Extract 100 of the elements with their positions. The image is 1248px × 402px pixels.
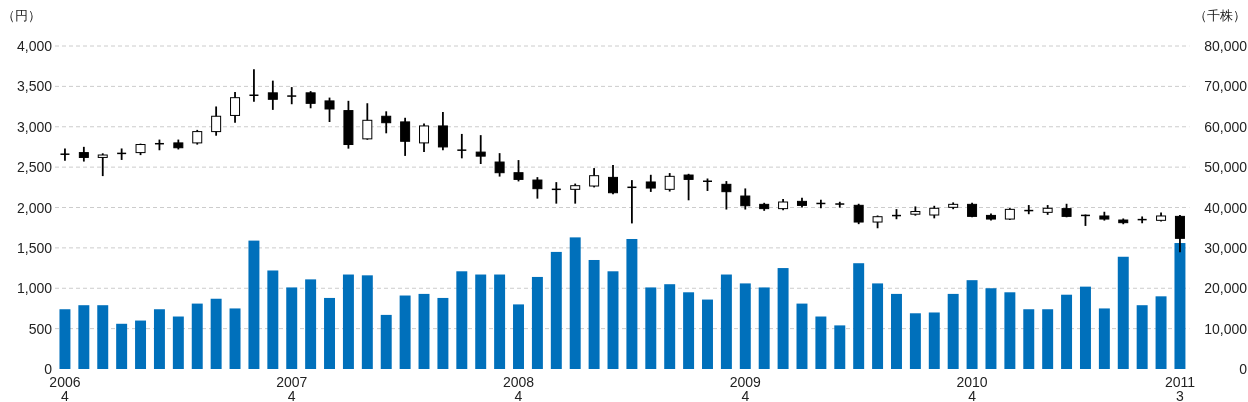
bar [1155,296,1167,369]
bar [172,316,184,369]
bar [891,293,902,369]
bar [475,274,487,369]
y2-tick-label: 50,000 [1204,159,1248,176]
bar [59,309,71,369]
bar [1004,292,1016,369]
y-tick-label: 1,000 [16,280,53,297]
bar [1098,308,1110,369]
bar [607,271,619,369]
candlestick [267,80,278,110]
candlestick [570,183,581,204]
candlestick [286,87,297,105]
candlestick [59,148,71,161]
bar [777,268,789,369]
bar [720,274,732,369]
x-tick-label: 2010 4 [956,374,988,402]
bar [1061,294,1073,369]
candlestick [475,135,486,164]
bar [116,323,128,369]
bar [588,259,600,369]
x-tick-label: 2009 4 [729,374,762,402]
y-tick-label: 3,000 [16,118,53,135]
bar [380,314,392,369]
bar [550,251,562,369]
y2-tick-label: 60,000 [1204,118,1248,135]
bar [985,288,997,369]
candlestick [834,201,846,208]
candlestick [910,206,921,216]
y-axis-title: （円） [2,8,41,23]
bar [305,279,317,369]
bar [947,293,959,369]
y2-tick-label: 30,000 [1204,239,1248,256]
candlestick [532,177,543,199]
candlestick [494,153,505,177]
bar [815,316,827,369]
bar [1136,305,1148,369]
bar [210,298,222,369]
y-tick-label: 2,500 [16,159,53,176]
y-tick-label: 2,000 [16,199,53,216]
x-tick-label: 2011 3 [1164,374,1196,402]
bar [702,299,713,369]
y2-tick-label: 20,000 [1204,280,1248,297]
bar [286,287,298,369]
bar [342,274,354,369]
y-tick-label: 500 [28,320,53,337]
candlestick [456,133,468,159]
y2-tick-label: 80,000 [1204,38,1248,54]
y2-tick-label: 40,000 [1204,199,1248,216]
bar [966,280,978,369]
bar [78,305,90,369]
bar [872,283,884,369]
bar [739,283,751,369]
bar [361,275,373,369]
bar [456,271,468,369]
y-tick-label: 4,000 [16,38,53,54]
candlestick [1174,215,1185,253]
bar [97,305,109,369]
y2-tick-label: 0 [1239,361,1248,377]
y2-tick-label: 10,000 [1204,320,1248,337]
candlestick [97,153,108,177]
x-tick-label: 2006 4 [49,374,81,402]
candlestick [211,106,222,136]
y2-tick-label: 70,000 [1204,78,1248,95]
bar [1042,309,1054,369]
bar [135,320,147,369]
bar [853,263,865,369]
bar [758,287,770,369]
bar [531,276,543,369]
bar [153,309,165,369]
bar [928,312,940,369]
bar [664,284,676,369]
bar [267,270,279,369]
bar [513,304,524,369]
bar [494,274,506,369]
candlestick [230,91,241,123]
bar [1079,286,1091,369]
bar [683,292,695,369]
bar [418,293,430,369]
bar [191,303,203,369]
bar [834,325,846,369]
candlestick [419,123,430,152]
candlestick [513,160,524,182]
y2-axis-title: （千株） [1194,8,1246,23]
bar [796,303,808,369]
bar [1174,243,1186,369]
bar [626,238,638,369]
candlestick [608,165,618,195]
bar [399,295,411,369]
candlestick [853,203,864,225]
x-tick-label: 2008 4 [502,374,535,402]
bar [909,313,921,369]
bar [569,237,581,369]
candlestick [437,112,448,151]
y-tick-label: 1,500 [16,239,53,256]
bar [229,308,241,369]
bar [645,287,657,369]
y-tick-label: 3,500 [16,78,53,95]
candlestick [362,103,373,140]
bar [437,297,449,369]
